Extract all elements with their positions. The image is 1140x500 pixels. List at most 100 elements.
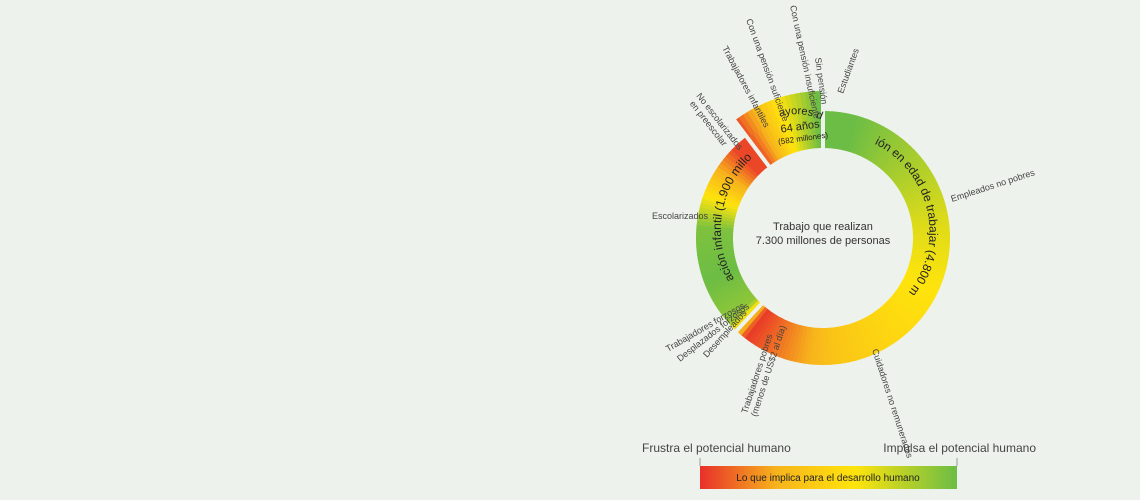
ring-slice-142 (699, 202, 737, 217)
ring-slice-10 (853, 118, 872, 155)
ring-slice-118 (714, 285, 749, 310)
ring-slice-146 (705, 185, 742, 205)
ring-slice-78 (856, 320, 875, 357)
elderly-slice-8 (770, 98, 784, 122)
ring-slice-24 (889, 153, 921, 181)
ring-slice-71 (875, 308, 902, 342)
ring-slice-80 (850, 322, 867, 360)
ring-slice-75 (864, 315, 887, 351)
ring-slice-149 (710, 173, 746, 196)
elderly-slice-11 (784, 94, 796, 118)
ring-slice-95 (795, 325, 808, 364)
ring-slice-173 (792, 113, 805, 151)
ring-slice-152 (717, 162, 751, 188)
ring-slice-41 (912, 220, 950, 230)
ring-slice-70 (877, 306, 905, 339)
ring-slice-155 (725, 152, 757, 181)
ring-slice-85 (834, 326, 846, 364)
ring-slice-166 (763, 123, 785, 159)
ring-slice-130 (697, 249, 735, 261)
ring-slice-137 (696, 223, 734, 232)
ring-slice-116 (719, 290, 753, 317)
ring-slice-81 (847, 323, 863, 361)
group-label-children: Población infantil (1.900 millones) (0, 0, 755, 284)
ring-slice-99 (778, 322, 796, 359)
ring-slice-115 (722, 292, 755, 320)
ring-slice-47 (912, 244, 950, 253)
ring-slice-148 (708, 177, 744, 199)
ring-slice-9 (850, 117, 868, 154)
separator-1 (733, 300, 765, 334)
ring-slice-153 (720, 159, 753, 186)
ring-slice-20 (880, 140, 909, 172)
ring-slice-61 (897, 285, 931, 310)
group-separators (731, 89, 825, 334)
ring-slice-73 (870, 312, 895, 347)
elderly-slice-12 (789, 93, 801, 117)
ring-slice-119 (712, 282, 747, 306)
ring-slice-36 (908, 198, 946, 214)
ring-slice-7 (844, 114, 859, 152)
ring-slice-26 (893, 159, 927, 186)
ring-slice-17 (873, 132, 899, 166)
ring-slice-44 (912, 233, 950, 239)
elderly-slice-3 (747, 108, 764, 131)
ring-slice-102 (766, 318, 787, 355)
ring-slice-113 (728, 297, 759, 327)
ring-slice-15 (868, 128, 892, 163)
ring-slice-58 (902, 277, 938, 299)
ring-slice-86 (831, 327, 841, 365)
ring-slice-172 (787, 114, 802, 152)
ring-slice-74 (867, 314, 891, 349)
ring-slice-82 (844, 324, 859, 362)
elderly-slice-2 (742, 111, 760, 134)
ring-slice-19 (878, 137, 906, 170)
elderly-slice-4 (751, 106, 768, 129)
ring-slice-65 (889, 295, 921, 324)
ring-slice-22 (885, 146, 915, 176)
ring-slice-27 (895, 163, 929, 189)
center-label-line2: 7.300 millones de personas (756, 235, 891, 247)
elderly-slice-5 (756, 104, 771, 127)
ring-slice-21 (883, 143, 912, 174)
ring-slice-51 (910, 256, 948, 270)
ring-slice-93 (804, 327, 814, 365)
ring-slice-4 (835, 112, 846, 150)
ring-slice-68 (882, 302, 912, 333)
ring-slice-105 (754, 313, 778, 348)
group-label-elderly-line2: 64 años (780, 118, 821, 135)
elderly-slice-13 (794, 92, 805, 116)
elderly-slice-0 (734, 116, 753, 139)
ring-slice-123 (704, 271, 741, 290)
elderly-slice-17 (815, 91, 822, 114)
ring-slice-83 (841, 325, 854, 363)
ring-slice-122 (706, 274, 743, 294)
scale-gradient-bar (700, 466, 957, 489)
ring-slice-52 (909, 259, 947, 274)
scale-center-label: Lo que implica para el desarrollo humano (736, 473, 920, 484)
ring-slice-139 (697, 215, 735, 226)
ring-slice-59 (900, 280, 936, 303)
ring-slice-54 (907, 265, 944, 283)
ring-slice-103 (762, 317, 784, 353)
ring-slice-141 (698, 206, 736, 220)
donut-ring (696, 91, 950, 366)
ring-slice-91 (813, 327, 820, 365)
scale-left-label: Frustra el potencial humano (642, 441, 791, 455)
ring-slice-66 (887, 298, 918, 327)
ring-slice-144 (702, 193, 739, 211)
ring-slice-136 (696, 228, 734, 235)
ring-slice-168 (771, 119, 790, 156)
ring-slice-63 (893, 290, 926, 317)
ring-slice-176 (805, 111, 815, 149)
ring-slice-167 (767, 121, 787, 158)
ring-slice-79 (853, 321, 871, 358)
ring-slice-107 (747, 310, 773, 344)
ring-slice-143 (700, 197, 738, 214)
ring-slice-171 (783, 115, 799, 153)
ring-slice-92 (808, 327, 817, 365)
ring-slice-154 (722, 155, 755, 183)
separator-2 (731, 117, 772, 169)
ring-slice-48 (912, 247, 950, 257)
ring-slice-158 (734, 143, 764, 174)
